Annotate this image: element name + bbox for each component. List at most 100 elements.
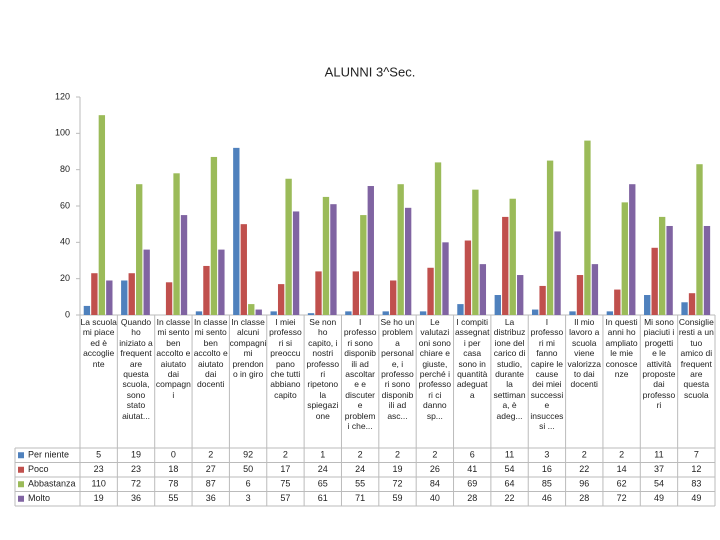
table-value: 2	[582, 450, 587, 460]
x-tick-label: In questi anni ho ampliato le mie conosc…	[605, 317, 638, 380]
bar	[621, 202, 628, 315]
bar	[165, 282, 173, 315]
bar	[434, 162, 442, 315]
legend-swatch	[18, 481, 24, 488]
y-tick-label: 40	[60, 237, 70, 247]
table-value: 84	[430, 479, 440, 489]
x-tick-label: Se non ho capito, i nostri professo ri r…	[306, 317, 340, 421]
bar	[106, 280, 113, 315]
table-value: 2	[432, 450, 437, 460]
table-value: 12	[691, 464, 701, 474]
x-tick-label: La distribuz ione del carico di studio, …	[493, 317, 526, 421]
bar	[703, 225, 711, 315]
bar	[666, 225, 673, 315]
table-value: 19	[392, 464, 402, 474]
legend-swatch	[18, 466, 24, 473]
table-value: 2	[208, 450, 213, 460]
bar	[315, 271, 322, 315]
legend-label: Abbastanza	[28, 479, 76, 489]
table-value: 59	[392, 493, 402, 503]
bar	[270, 311, 277, 315]
bar	[681, 302, 688, 315]
bar	[464, 240, 472, 315]
bar	[240, 224, 247, 315]
x-tick-label: I professo ri sono disponib ili ad ascol…	[343, 317, 377, 432]
y-tick-label: 120	[55, 91, 70, 101]
y-tick-label: 60	[60, 200, 70, 210]
bar	[173, 173, 180, 315]
table-value: 72	[131, 479, 141, 489]
table-value: 6	[246, 479, 251, 489]
bar	[352, 271, 360, 315]
x-tick-label: I miei professo ri si preoccu pano che t…	[269, 317, 302, 400]
legend-swatch	[18, 452, 24, 459]
bar	[688, 293, 696, 315]
table-value: 65	[318, 479, 328, 489]
table-value: 26	[430, 464, 440, 474]
table-value: 2	[283, 450, 288, 460]
x-tick-label: Se ho un problem a personal e, i profess…	[380, 317, 415, 421]
table-value: 36	[206, 493, 216, 503]
table-value: 71	[355, 493, 365, 503]
table-value: 55	[168, 493, 178, 503]
table-value: 46	[542, 493, 552, 503]
table-value: 69	[467, 479, 477, 489]
bar	[606, 311, 614, 315]
bar	[345, 311, 352, 315]
x-tick-label: Mi sono piaciuti i progetti e le attivit…	[642, 317, 676, 411]
bar	[539, 285, 546, 315]
bar	[427, 267, 434, 315]
table-value: 28	[467, 493, 477, 503]
bar	[614, 289, 621, 315]
bar	[195, 311, 203, 315]
x-tick-label: In classe alcuni compagni mi prendon o i…	[229, 317, 267, 380]
y-tick-label: 20	[60, 273, 70, 283]
table-value: 36	[131, 493, 141, 503]
table-value: 5	[96, 450, 101, 460]
table-value: 17	[280, 464, 290, 474]
table-value: 3	[544, 450, 549, 460]
bar	[629, 184, 636, 315]
bar	[83, 305, 91, 315]
bar	[277, 284, 285, 315]
legend-label: Per niente	[28, 450, 69, 460]
table-value: 49	[691, 493, 701, 503]
bar	[442, 242, 449, 315]
table-value: 72	[617, 493, 627, 503]
table-value: 0	[171, 450, 176, 460]
bar	[360, 215, 367, 315]
table-value: 54	[505, 464, 515, 474]
bar	[576, 275, 584, 315]
bar	[143, 249, 150, 315]
bar	[98, 115, 106, 316]
bar	[382, 311, 389, 315]
bar	[203, 265, 210, 315]
table-value: 23	[131, 464, 141, 474]
table-value: 50	[243, 464, 253, 474]
bar	[546, 160, 554, 315]
table-value: 18	[168, 464, 178, 474]
bar	[457, 304, 464, 315]
y-tick-label: 80	[60, 164, 70, 174]
bar	[651, 247, 658, 315]
table-value: 23	[94, 464, 104, 474]
table-value: 6	[470, 450, 475, 460]
table-value: 75	[280, 479, 290, 489]
legend-label: Poco	[28, 464, 49, 474]
bar	[218, 249, 225, 315]
table-value: 27	[206, 464, 216, 474]
table-value: 61	[318, 493, 328, 503]
table-value: 7	[694, 450, 699, 460]
table-value: 11	[654, 450, 663, 460]
bar	[472, 189, 479, 315]
table-value: 1	[320, 450, 325, 460]
bar	[397, 184, 404, 315]
bar	[233, 147, 240, 315]
bar	[479, 264, 487, 315]
table-value: 2	[395, 450, 400, 460]
bar	[404, 207, 412, 315]
table-value: 37	[654, 464, 664, 474]
bar	[248, 304, 255, 315]
